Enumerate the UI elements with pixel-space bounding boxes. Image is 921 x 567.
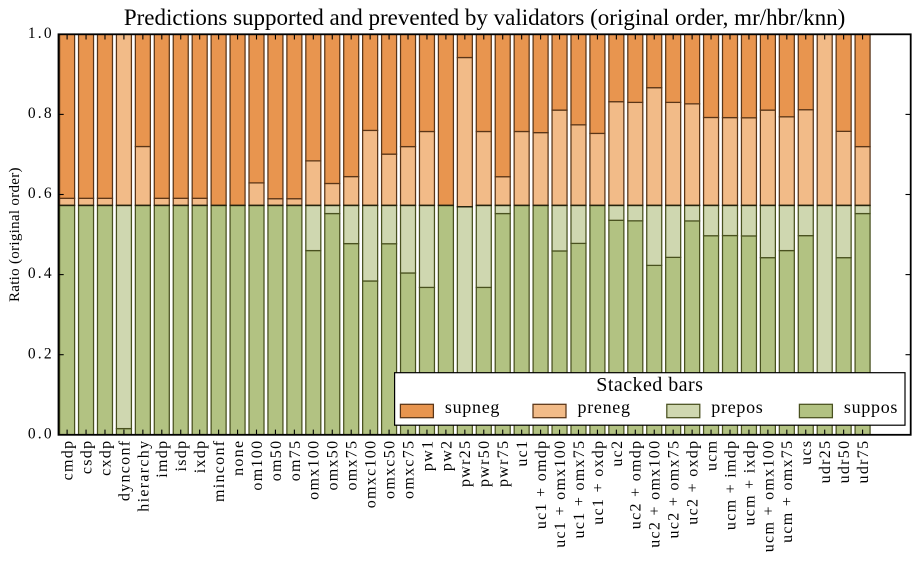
svg-text:pwr25: pwr25: [457, 440, 474, 487]
svg-text:preneg: preneg: [578, 397, 631, 417]
svg-text:omx100: omx100: [306, 440, 323, 500]
svg-text:omx75: omx75: [344, 440, 361, 491]
svg-text:uc2 + omx100: uc2 + omx100: [647, 440, 664, 548]
svg-text:om100: om100: [249, 440, 266, 491]
svg-text:om50: om50: [268, 440, 285, 482]
svg-text:prepos: prepos: [711, 397, 763, 417]
svg-text:ucm + omx100: ucm + omx100: [760, 440, 777, 553]
svg-text:0.8: 0.8: [28, 105, 54, 122]
svg-text:udr25: udr25: [817, 440, 834, 484]
svg-text:omxc50: omxc50: [381, 440, 398, 499]
svg-text:0.4: 0.4: [28, 265, 54, 282]
svg-text:1.0: 1.0: [28, 25, 54, 42]
svg-text:omx50: omx50: [325, 440, 342, 491]
svg-text:dynconf: dynconf: [116, 440, 133, 502]
svg-text:uc1 + omx100: uc1 + omx100: [552, 440, 569, 548]
svg-text:0.0: 0.0: [28, 425, 54, 442]
svg-text:uc2 + omx75: uc2 + omx75: [666, 440, 683, 539]
svg-text:minconf: minconf: [211, 440, 228, 502]
svg-text:supneg: supneg: [445, 397, 500, 417]
svg-text:om75: om75: [287, 440, 304, 482]
svg-text:pwr75: pwr75: [495, 440, 512, 487]
svg-text:ucm + ixdp: ucm + ixdp: [741, 440, 758, 526]
svg-text:pw2: pw2: [438, 440, 455, 471]
svg-text:uc1 + omdp: uc1 + omdp: [533, 440, 550, 530]
svg-text:Stacked bars: Stacked bars: [596, 374, 703, 396]
svg-text:ucm + imdp: ucm + imdp: [722, 440, 739, 530]
svg-text:uc1 + oxdp: uc1 + oxdp: [590, 440, 607, 525]
svg-text:pw1: pw1: [419, 440, 436, 471]
svg-text:uc2 + omdp: uc2 + omdp: [628, 440, 645, 530]
svg-text:cmdp: cmdp: [60, 440, 77, 481]
svg-text:Ratio (original order): Ratio (original order): [7, 167, 23, 302]
svg-text:uc2 + oxdp: uc2 + oxdp: [685, 440, 702, 525]
svg-text:ucs: ucs: [798, 440, 815, 465]
svg-text:omxc75: omxc75: [400, 440, 417, 499]
svg-text:0.6: 0.6: [28, 185, 54, 202]
svg-text:pwr50: pwr50: [476, 440, 493, 487]
svg-text:uc2: uc2: [609, 440, 626, 467]
svg-text:none: none: [230, 440, 247, 476]
svg-text:cxdp: cxdp: [97, 440, 114, 476]
svg-text:isdp: isdp: [173, 440, 190, 472]
svg-text:omxc100: omxc100: [363, 440, 380, 509]
svg-text:ucm: ucm: [703, 440, 720, 471]
svg-text:ucm + omx75: ucm + omx75: [779, 440, 796, 543]
svg-text:uc1: uc1: [514, 440, 531, 467]
svg-text:Predictions supported and prev: Predictions supported and prevented by v…: [124, 5, 845, 30]
svg-text:imdp: imdp: [154, 440, 171, 478]
svg-text:csdp: csdp: [78, 440, 95, 475]
svg-text:suppos: suppos: [844, 397, 898, 417]
svg-text:0.2: 0.2: [28, 345, 54, 362]
svg-text:hierarchy: hierarchy: [135, 440, 152, 512]
svg-text:udr75: udr75: [855, 440, 872, 484]
svg-text:uc1 + omx75: uc1 + omx75: [571, 440, 588, 539]
svg-text:udr50: udr50: [836, 440, 853, 484]
svg-text:ixdp: ixdp: [192, 440, 209, 474]
